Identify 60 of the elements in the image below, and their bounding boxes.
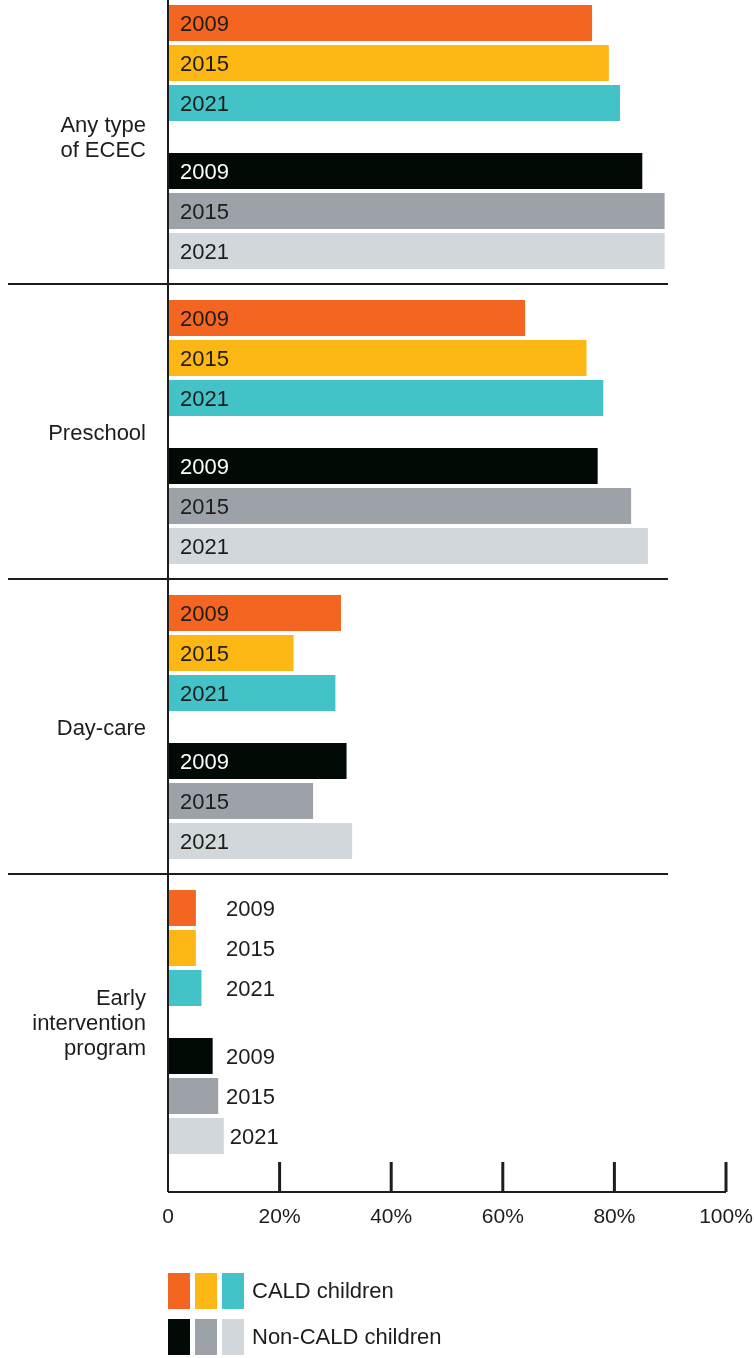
x-tick-label: 80% bbox=[593, 1204, 636, 1227]
bar bbox=[168, 890, 196, 926]
text: 2015 bbox=[226, 936, 275, 961]
text: 2021 bbox=[229, 1124, 279, 1149]
bar bbox=[168, 528, 648, 564]
bar bbox=[168, 300, 526, 336]
bar bbox=[168, 193, 665, 229]
bar bbox=[168, 5, 593, 41]
bar bbox=[168, 930, 196, 966]
text: Non-CALD children bbox=[252, 1323, 442, 1351]
series-label: 2021 bbox=[180, 91, 229, 116]
y-tick-label: Early intervention program bbox=[32, 984, 146, 1060]
text: 2015 bbox=[226, 1084, 275, 1109]
series-label: 2009 bbox=[180, 159, 229, 184]
bar bbox=[168, 783, 314, 819]
bar bbox=[168, 743, 347, 779]
bar bbox=[168, 1118, 224, 1154]
series-label: 2009 bbox=[180, 11, 229, 36]
bar bbox=[168, 1038, 213, 1074]
bar bbox=[168, 45, 609, 81]
bar bbox=[168, 233, 665, 269]
bar bbox=[168, 448, 598, 484]
x-tick-label: 60% bbox=[481, 1204, 524, 1227]
bar bbox=[168, 595, 341, 631]
bar bbox=[168, 340, 587, 376]
bar bbox=[168, 1078, 219, 1114]
text: 2009 bbox=[180, 454, 229, 479]
text: 2015 bbox=[180, 789, 229, 814]
bar bbox=[168, 970, 202, 1006]
text: 2021 bbox=[180, 534, 229, 559]
text: 2009 bbox=[180, 749, 229, 774]
text: CALD children bbox=[252, 1277, 394, 1305]
series-label: 2021 bbox=[180, 239, 229, 264]
text: 2021 bbox=[180, 386, 229, 411]
bar bbox=[168, 675, 336, 711]
text: 2021 bbox=[226, 976, 275, 1001]
x-tick-label: 40% bbox=[370, 1204, 413, 1227]
series-label: 2015 bbox=[180, 199, 229, 224]
text: 2021 bbox=[180, 829, 229, 854]
x-tick-label: 20% bbox=[258, 1204, 301, 1227]
text: 2009 bbox=[226, 896, 275, 921]
text: 2015 bbox=[180, 494, 229, 519]
text: 2009 bbox=[180, 306, 229, 331]
y-tick-label: Any type of ECEC bbox=[60, 112, 147, 162]
text: 2015 bbox=[180, 641, 229, 666]
bar bbox=[168, 85, 620, 121]
x-tick-label: 100% bbox=[699, 1204, 753, 1227]
text: 2009 bbox=[226, 1044, 275, 1069]
series-label: 2015 bbox=[180, 51, 229, 76]
y-tick-label: Preschool bbox=[48, 419, 146, 445]
bar bbox=[168, 635, 294, 671]
text: 2009 bbox=[180, 601, 229, 626]
x-tick-label: 0 bbox=[162, 1204, 174, 1227]
bar bbox=[168, 153, 643, 189]
bar bbox=[168, 823, 353, 859]
bar bbox=[168, 380, 604, 416]
y-tick-label: Day-care bbox=[56, 714, 146, 740]
bar bbox=[168, 488, 632, 524]
text: 2021 bbox=[180, 681, 229, 706]
text: 2015 bbox=[180, 346, 229, 371]
